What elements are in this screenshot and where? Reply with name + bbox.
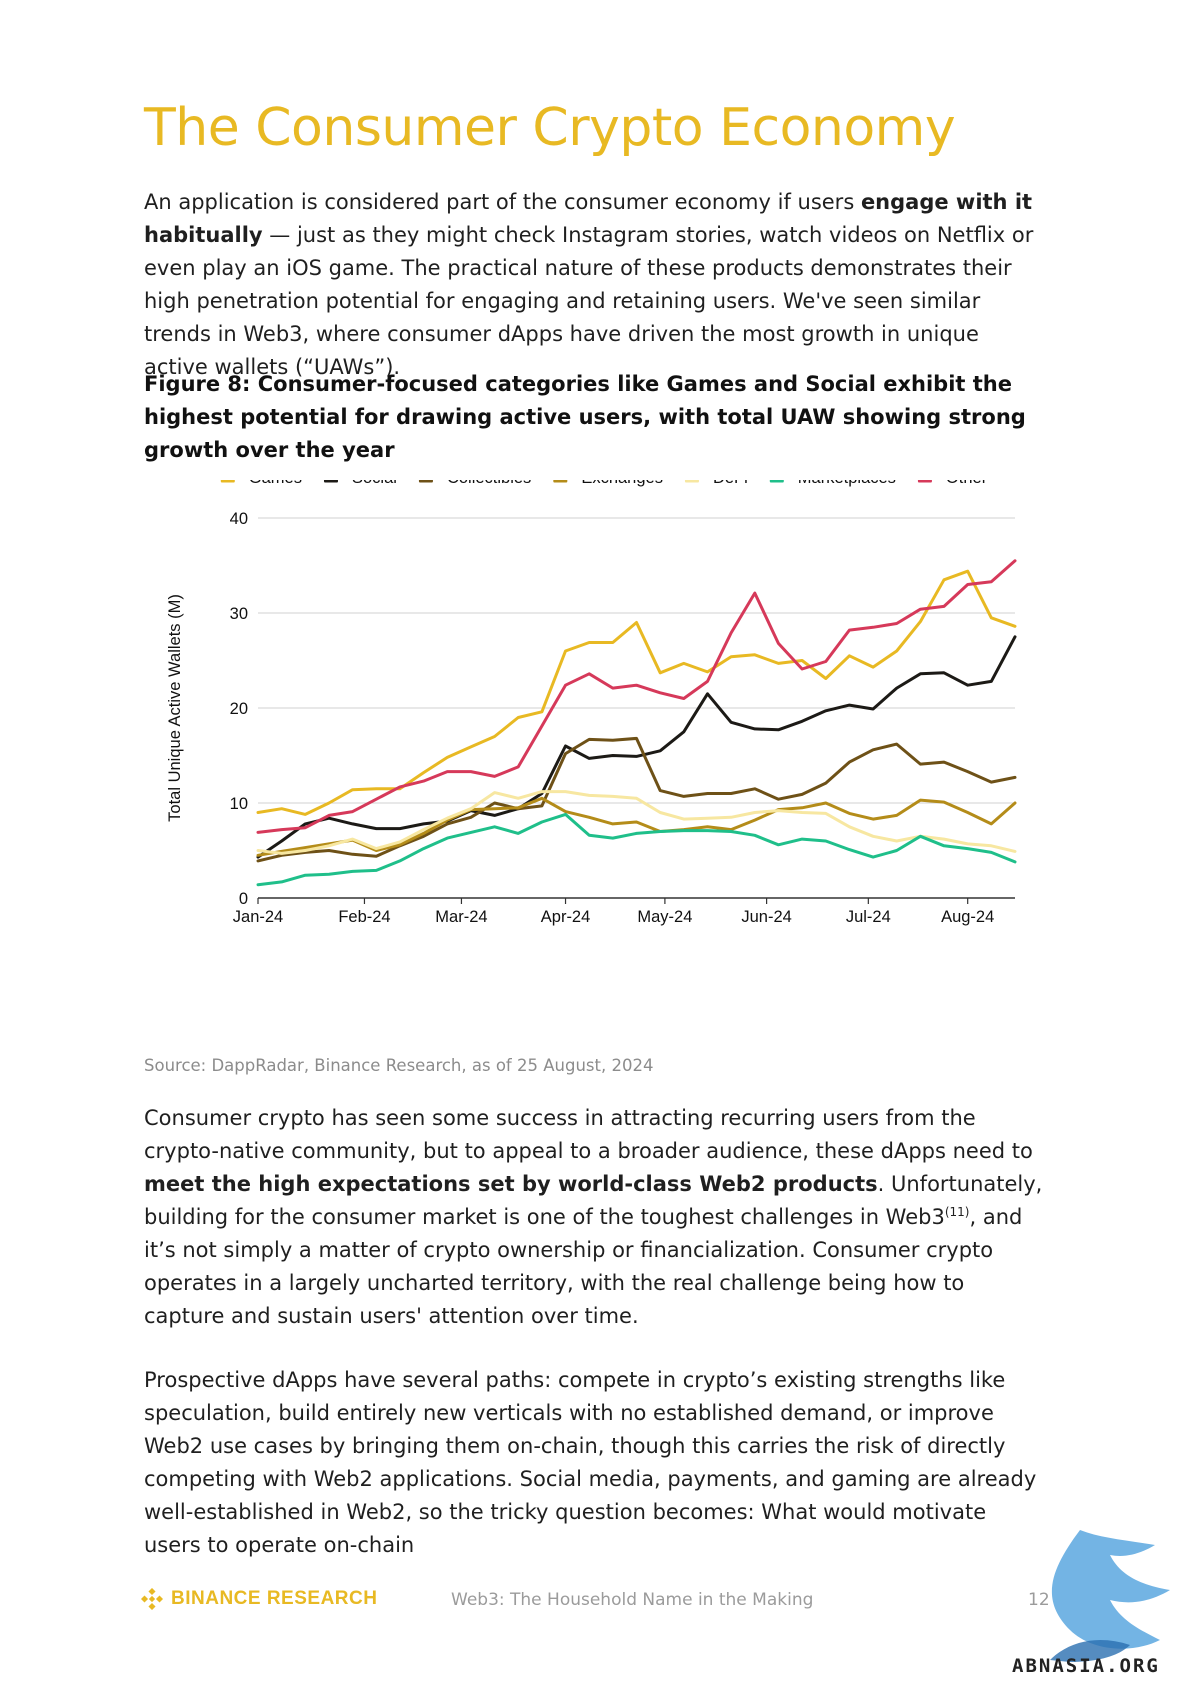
page-number: 12 <box>1028 1590 1050 1610</box>
series-line-exchanges <box>256 796 1017 857</box>
series-line-marketplaces <box>256 812 1017 887</box>
legend-swatch <box>553 480 568 483</box>
watermark-griffin-icon <box>1050 1530 1170 1662</box>
legend-item-defi: DeFi <box>684 480 748 487</box>
intro-bold: engage with it habitually <box>144 190 1033 247</box>
legend-swatch <box>418 480 433 483</box>
legend-label: Games <box>249 480 302 487</box>
paths-paragraph: Prospective dApps have several paths: co… <box>144 1368 1037 1557</box>
x-tick-label: Jan-24 <box>233 908 283 926</box>
x-tick-label: Jul-24 <box>846 908 891 926</box>
series-line-games <box>256 569 1017 816</box>
legend-swatch <box>220 480 235 483</box>
uaw-line-chart: 0 10 20 30 40 Jan-24 Feb-24 Mar-24 Apr-24 May-24 J… <box>150 480 1050 1025</box>
x-tick-label: Aug-24 <box>941 908 994 926</box>
x-tick-label: Mar-24 <box>435 908 487 926</box>
y-tick-label: 20 <box>230 700 248 718</box>
legend-swatch <box>917 480 932 483</box>
consumer-paragraph: Consumer crypto has seen some success in… <box>144 1102 1049 1333</box>
figure-caption: Figure 8: Consumer-focused categories li… <box>144 372 1026 462</box>
legend-label: Exchanges <box>581 480 663 487</box>
legend-label: DeFi <box>713 480 748 487</box>
legend-swatch <box>684 480 699 483</box>
p2-text-3: , and it’s not simply a matter of crypto… <box>144 1205 1023 1328</box>
x-tick-label: May-24 <box>637 908 692 926</box>
legend-swatch <box>769 480 784 483</box>
y-axis-label: Total Unique Active Wallets (M) <box>166 594 184 822</box>
legend-label: Marketplaces <box>798 480 896 487</box>
x-tick-label: Feb-24 <box>338 908 390 926</box>
series-line-collectibles <box>256 736 1017 863</box>
footer-brand: BINANCE RESEARCH <box>171 1588 378 1609</box>
binance-diamond-icon <box>141 1588 163 1610</box>
x-tick-label: Apr-24 <box>541 908 591 926</box>
y-tick-label: 10 <box>230 795 248 813</box>
intro-text-2: — just as they might check Instagram sto… <box>144 223 1034 379</box>
series-line-social <box>256 635 1017 859</box>
intro-text-1: An application is considered part of the… <box>144 190 861 214</box>
legend-item-exchanges: Exchanges <box>553 480 663 487</box>
legend-item-games: Games <box>220 480 302 487</box>
p2-text-2: . Unfortunately, building for the consum… <box>144 1172 1043 1229</box>
footer-logo: BINANCE RESEARCH <box>141 1588 377 1610</box>
watermark-text: ABNASIA.ORG <box>1012 1655 1160 1677</box>
legend-item-social: Social <box>323 480 397 487</box>
footnote-ref[interactable]: (11) <box>944 1205 970 1219</box>
p2-bold: meet the high expectations set by world-… <box>144 1172 878 1196</box>
legend-swatch <box>323 480 338 483</box>
legend-label: Collectibles <box>447 480 531 487</box>
legend-item-collectibles: Collectibles <box>418 480 531 487</box>
x-tick-label: Jun-24 <box>741 908 791 926</box>
p2-text-1: Consumer crypto has seen some success in… <box>144 1106 1033 1163</box>
legend-label: Social <box>352 480 397 487</box>
source-note: Source: DappRadar, Binance Research, as … <box>144 1056 654 1075</box>
series-line-other <box>256 559 1017 834</box>
series-line-defi <box>256 790 1017 855</box>
footer-doc-title: Web3: The Household Name in the Making <box>451 1590 814 1610</box>
y-tick-label: 0 <box>239 890 248 908</box>
legend-label: Other <box>946 480 988 487</box>
y-tick-label: 40 <box>230 510 248 528</box>
legend-item-other: Other <box>917 480 988 487</box>
chart-svg: 0 10 20 30 40 Jan-24 Feb-24 Mar-24 Apr-24 May-24 J… <box>166 480 1017 926</box>
intro-paragraph: An application is considered part of the… <box>144 186 1049 384</box>
page-title: The Consumer Crypto Economy <box>144 98 956 158</box>
chart-legend: Games Social Collectibles Exchanges DeFi Mark… <box>220 480 988 487</box>
legend-item-marketplaces: Marketplaces <box>769 480 896 487</box>
y-tick-label: 30 <box>230 605 248 623</box>
